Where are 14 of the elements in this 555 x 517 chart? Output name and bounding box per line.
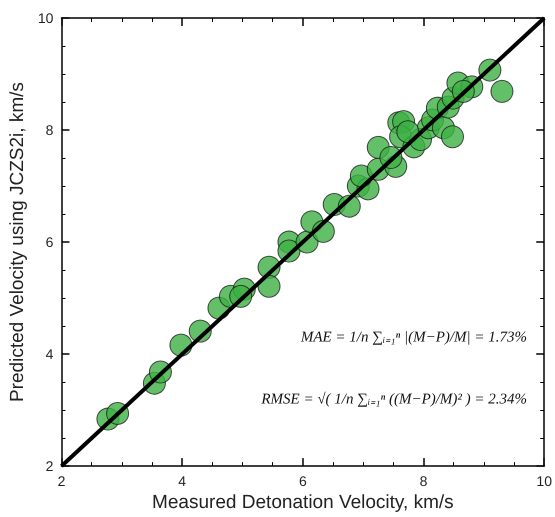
annotation: RMSE = √( 1/n ∑ᵢ₌₁ⁿ ((M−P)/M)² ) = 2.34% [260, 392, 527, 408]
y-tick-label: 4 [46, 346, 54, 362]
x-tick-label: 2 [58, 473, 66, 490]
x-tick-label: 10 [536, 473, 552, 490]
y-tick-label: 6 [46, 234, 54, 250]
y-tick-label: 10 [38, 10, 54, 26]
x-tick-label: 8 [420, 473, 428, 490]
y-axis-title: Predicted Velocity using JCZS2i, km/s [7, 82, 28, 402]
y-tick-label: 2 [46, 458, 54, 474]
x-tick-label: 6 [298, 473, 307, 490]
y-tick-label: 8 [46, 122, 54, 138]
annotation: MAE = 1/n ∑ᵢ₌₁ⁿ |(M−P)/M| = 1.73% [300, 330, 528, 346]
x-tick-label: 4 [178, 473, 186, 490]
x-axis-title: Measured Detonation Velocity, km/s [152, 492, 454, 513]
